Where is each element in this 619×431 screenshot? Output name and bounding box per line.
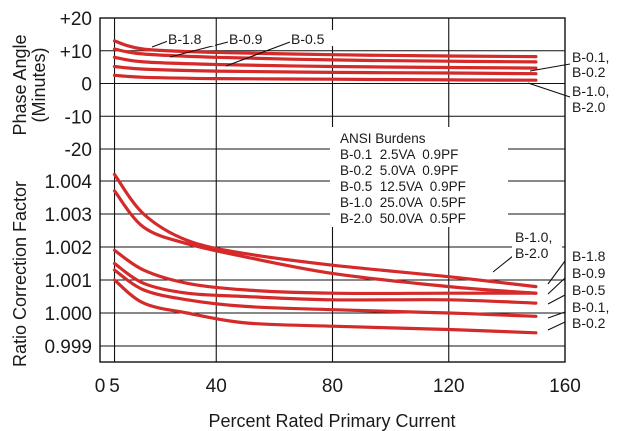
- annotation-label: B-1.8: [168, 31, 202, 47]
- legend: ANSI Burdens B-0.1 2.5VA 0.9PF B-0.2 5.0…: [330, 127, 508, 227]
- y-tick-label: 1.003: [44, 205, 92, 226]
- ratio-curve: [112, 278, 538, 335]
- annotation-labels: B-1.8 B-0.9 B-0.5 B-0.1, B-0.2 B-1.0, B-…: [167, 30, 609, 331]
- phase-curve: [112, 47, 538, 64]
- annotation-label: B-1.8: [572, 248, 606, 264]
- label-background: [512, 229, 562, 261]
- y-tick-label: 1.004: [44, 172, 92, 193]
- x-tick-label: 0: [95, 376, 106, 397]
- legend-row: B-0.5 12.5VA 0.9PF: [340, 179, 466, 194]
- legend-row: B-0.2 5.0VA 0.9PF: [340, 163, 458, 178]
- x-tick-label: 80: [322, 376, 343, 397]
- legend-row: B-1.0 25.0VA 0.5PF: [340, 195, 466, 210]
- y-tick-label: 1.002: [44, 238, 92, 259]
- label-background: [228, 30, 272, 46]
- phase-curve: [112, 39, 538, 59]
- y-tick-label: +20: [60, 9, 92, 30]
- annotation-label: B-0.9: [229, 31, 263, 47]
- annotation-label: B-0.2: [572, 315, 606, 331]
- leader-line: [225, 41, 291, 67]
- y-tick-label: -20: [65, 140, 92, 161]
- annotation-label: B-0.1,: [572, 299, 609, 315]
- x-tick-label: 160: [549, 376, 581, 397]
- ratio-curve: [112, 172, 538, 289]
- tick-labels: +20 +10 0 -10 -20 1.004 1.003 1.002 1.001 1.000 0.…: [44, 9, 580, 397]
- top-y-axis-title-line2: (Minutes): [29, 47, 49, 122]
- leader-line: [547, 321, 566, 331]
- phase-curve: [112, 55, 538, 70]
- annotation-label: B-1.0,: [572, 83, 609, 99]
- leader-line: [169, 41, 229, 58]
- y-tick-label: 1.000: [44, 304, 92, 325]
- label-background: [167, 30, 215, 46]
- y-tick-label: -10: [65, 107, 92, 128]
- annotation-label: B-0.5: [572, 282, 606, 298]
- phase-curve: [112, 64, 538, 76]
- annotation-label: B-0.5: [291, 31, 325, 47]
- leader-line: [547, 260, 566, 285]
- leader-line: [547, 294, 566, 305]
- x-axis-title: Percent Rated Primary Current: [208, 411, 455, 431]
- annotation-label: B-0.9: [572, 265, 606, 281]
- annotation-label: B-0.2: [572, 64, 606, 80]
- curves: [112, 39, 538, 335]
- bottom-y-axis-title: Ratio Correction Factor: [10, 181, 30, 367]
- label-background: [290, 30, 334, 46]
- leader-line: [547, 311, 566, 319]
- legend-row: B-2.0 50.0VA 0.5PF: [340, 211, 466, 226]
- y-tick-label: 0: [81, 75, 92, 96]
- y-tick-label: 1.001: [44, 271, 92, 292]
- ratio-curve: [112, 268, 538, 318]
- annotations: [151, 40, 571, 331]
- ratio-curve: [112, 248, 538, 296]
- x-tick-label: 5: [109, 376, 120, 397]
- leader-line: [529, 63, 571, 72]
- top-y-axis-title-line1: Phase Angle: [10, 34, 30, 135]
- y-tick-label: 0.999: [44, 337, 92, 358]
- annotation-label: B-2.0: [515, 245, 549, 261]
- x-tick-label: 40: [206, 376, 227, 397]
- y-tick-label: +10: [60, 42, 92, 63]
- leader-line: [547, 277, 566, 295]
- legend-title: ANSI Burdens: [340, 131, 426, 146]
- annotation-label: B-1.0,: [515, 229, 552, 245]
- annotation-label: B-0.1,: [572, 49, 609, 65]
- annotation-label: B-2.0: [572, 99, 606, 115]
- legend-background: [330, 127, 508, 227]
- x-tick-label: 120: [433, 376, 465, 397]
- legend-row: B-0.1 2.5VA 0.9PF: [340, 147, 458, 162]
- leader-line: [527, 82, 571, 98]
- ratio-curve: [112, 189, 538, 295]
- leader-line: [151, 40, 169, 48]
- ratio-curve: [112, 261, 538, 305]
- phase-curve: [112, 73, 538, 82]
